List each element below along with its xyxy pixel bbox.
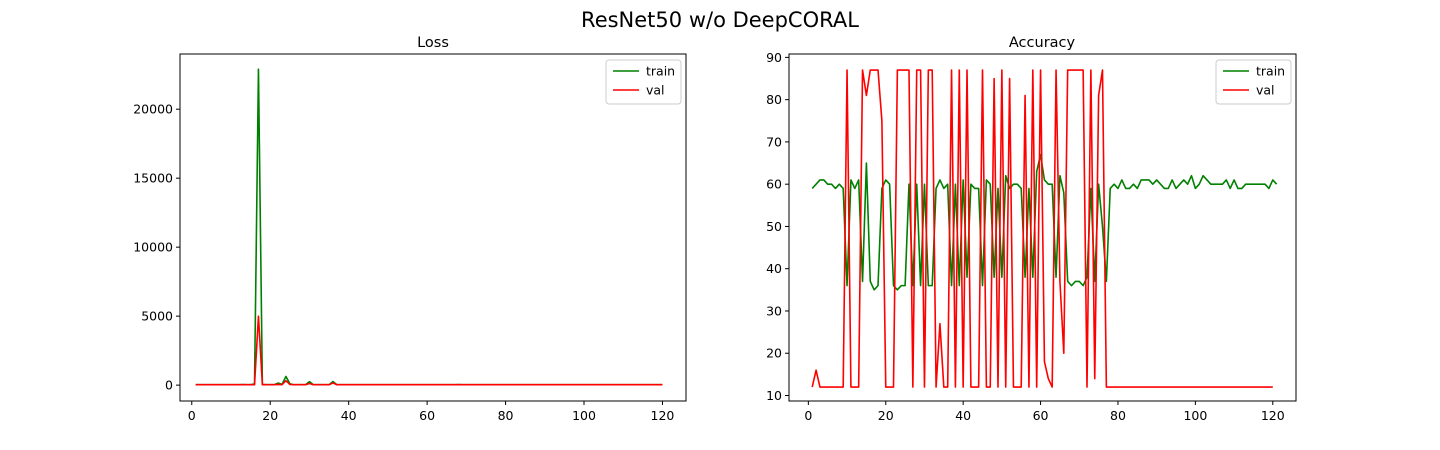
loss-chart-title: Loss bbox=[417, 35, 449, 51]
loss-panel: Loss 0 20 40 60 80 100 120 0 5000 10000 15000 20000… bbox=[133, 35, 687, 423]
loss-legend: train val bbox=[605, 59, 682, 105]
accuracy-legend-label-val: val bbox=[1256, 83, 1275, 98]
accuracy-y-tick-label: 80 bbox=[766, 92, 782, 107]
accuracy-x-tick-label: 20 bbox=[878, 408, 894, 423]
loss-legend-label-train: train bbox=[646, 64, 675, 79]
accuracy-y-tick-label: 70 bbox=[766, 134, 782, 149]
accuracy-y-tick-label: 30 bbox=[766, 303, 782, 318]
accuracy-series-train-line bbox=[811, 153, 1278, 291]
loss-legend-label-val: val bbox=[646, 83, 665, 98]
accuracy-x-tick-label: 120 bbox=[1261, 408, 1285, 423]
loss-series-train-line bbox=[195, 68, 663, 386]
loss-x-tick-label: 20 bbox=[262, 408, 278, 423]
accuracy-y-tick-label: 60 bbox=[766, 177, 782, 192]
loss-x-tick-label: 80 bbox=[498, 408, 514, 423]
loss-x-tick-label: 40 bbox=[341, 408, 357, 423]
accuracy-x-tick-label: 80 bbox=[1110, 408, 1126, 423]
accuracy-x-tick-label: 100 bbox=[1183, 408, 1207, 423]
accuracy-legend-label-train: train bbox=[1256, 64, 1285, 79]
loss-series-val-line bbox=[195, 315, 663, 386]
accuracy-axes-frame bbox=[788, 53, 1297, 402]
accuracy-y-tick-label: 10 bbox=[766, 388, 782, 403]
accuracy-x-tick-label: 40 bbox=[955, 408, 971, 423]
loss-y-tick-label: 10000 bbox=[133, 240, 173, 255]
accuracy-y-tick-label: 50 bbox=[766, 219, 782, 234]
loss-x-tick-label: 100 bbox=[572, 408, 596, 423]
accuracy-x-tick-label: 60 bbox=[1033, 408, 1049, 423]
loss-plot-area: 0 20 40 60 80 100 120 0 5000 10000 15000 20000 train… bbox=[133, 53, 687, 423]
loss-x-tick-label: 0 bbox=[188, 408, 196, 423]
accuracy-y-tick-label: 20 bbox=[766, 346, 782, 361]
loss-x-tick-label: 120 bbox=[651, 408, 675, 423]
accuracy-x-tick-label: 0 bbox=[804, 408, 812, 423]
accuracy-y-tick-label: 40 bbox=[766, 261, 782, 276]
loss-y-tick-label: 15000 bbox=[133, 171, 173, 186]
accuracy-panel: Accuracy 0 20 40 60 80 100 120 10 20 30 40 50 60 70 80… bbox=[766, 35, 1297, 423]
loss-x-tick-label: 60 bbox=[419, 408, 435, 423]
figure-title: ResNet50 w/o DeepCORAL bbox=[581, 8, 859, 32]
accuracy-chart-title: Accuracy bbox=[1009, 35, 1076, 51]
accuracy-legend: train val bbox=[1215, 59, 1292, 105]
loss-y-tick-label: 20000 bbox=[133, 102, 173, 117]
accuracy-plot-area: 0 20 40 60 80 100 120 10 20 30 40 50 60 70 80 90 train va… bbox=[766, 50, 1297, 423]
accuracy-y-tick-label: 90 bbox=[766, 50, 782, 65]
loss-y-tick-label: 5000 bbox=[141, 309, 173, 324]
loss-y-tick-label: 0 bbox=[165, 378, 173, 393]
loss-axes-frame bbox=[179, 53, 687, 402]
accuracy-series-val-line bbox=[811, 69, 1273, 388]
